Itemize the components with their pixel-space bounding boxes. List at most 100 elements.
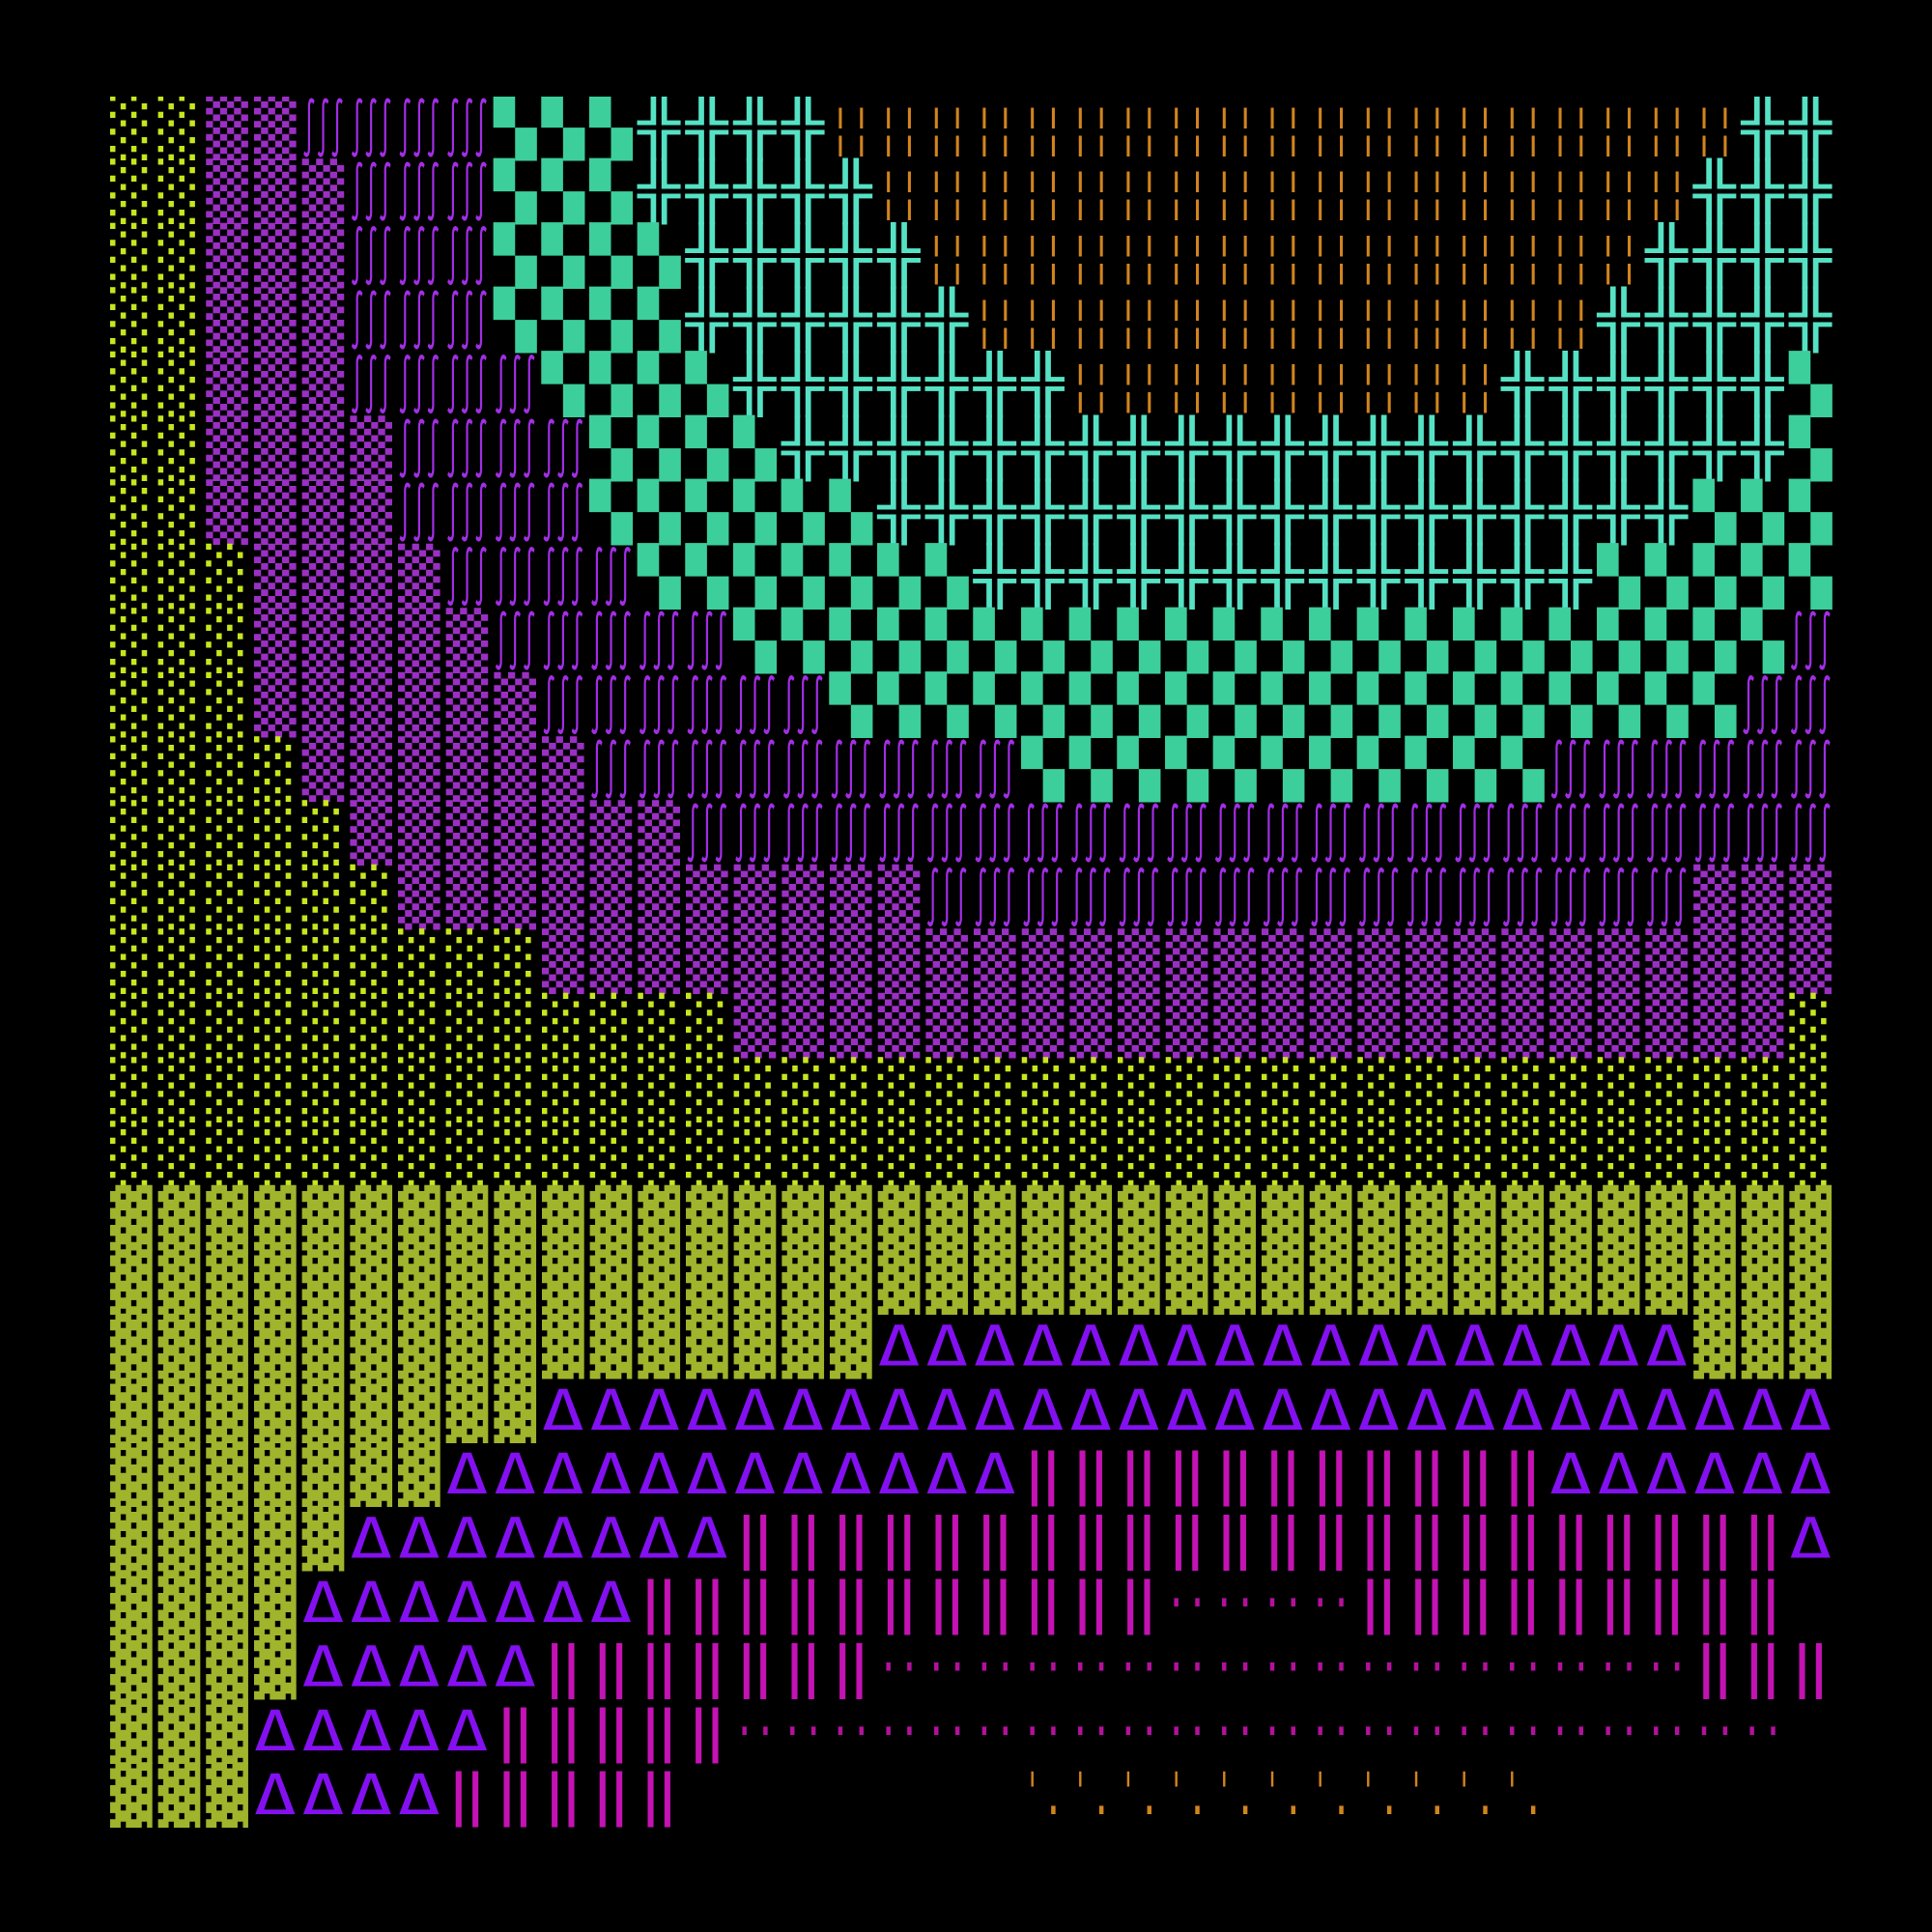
- glyph: ░: [302, 1121, 345, 1186]
- glyph: ∫∫∫: [830, 736, 872, 802]
- glyph: ∫∫∫: [1789, 671, 1832, 737]
- glyph: ▓: [830, 1249, 872, 1315]
- glyph: ▚: [588, 157, 633, 225]
- glyph: ▓: [398, 1378, 440, 1443]
- glyph: ¦¦: [1310, 95, 1352, 160]
- glyph: ‖: [1454, 1441, 1496, 1507]
- glyph: ▒: [830, 865, 872, 930]
- glyph: ▚: [1741, 478, 1785, 546]
- glyph-run: ▚ ▚ ▚ ▚ ▚ ▚: [588, 478, 873, 546]
- glyph: ▓: [254, 1634, 297, 1699]
- glyph: ¦¦: [1501, 287, 1544, 353]
- glyph: ▚: [1308, 670, 1352, 738]
- glyph: ∫∫∫: [1166, 800, 1208, 866]
- glyph: ▚: [1164, 735, 1208, 803]
- glyph: ¦¦: [1549, 223, 1592, 289]
- glyph: ╬: [685, 94, 729, 161]
- glyph-run: ╬ ╬ ╬ ╬ ╬ ╬: [685, 286, 970, 354]
- glyph: ‖: [1262, 1441, 1304, 1507]
- glyph: Δ: [1454, 1378, 1496, 1443]
- glyph: ∫∫∫: [1789, 736, 1832, 802]
- glyph: ▓: [1069, 1185, 1112, 1251]
- glyph: ▓: [254, 1249, 297, 1315]
- glyph: ··: [1262, 1570, 1304, 1635]
- glyph: ∫∫∫: [542, 608, 584, 673]
- glyph: ░: [542, 992, 584, 1058]
- glyph: ▒: [1357, 928, 1400, 994]
- glyph: ▓: [638, 1249, 680, 1315]
- glyph: ∫∫∫: [686, 736, 728, 802]
- glyph: ░: [1118, 1057, 1160, 1122]
- glyph: ‖: [1645, 1506, 1688, 1572]
- glyph: ▓: [1022, 1249, 1065, 1315]
- glyph-run: ▒ ▒ ▒ ▒ ▒ ▒ ▒ ▒ ▒ ▒ ▒: [398, 865, 921, 930]
- glyph: ╬: [1356, 543, 1401, 611]
- glyph: ╬: [1644, 222, 1689, 290]
- glyph-run: ░ ░: [110, 351, 200, 416]
- glyph: ▓: [1549, 1185, 1592, 1251]
- glyph: ∫∫∫: [734, 736, 777, 802]
- glyph-run: ▒ ▒: [206, 97, 296, 160]
- glyph: ··: [1357, 1698, 1400, 1764]
- glyph: ░: [1789, 1121, 1832, 1186]
- glyph: ╬: [1452, 478, 1496, 546]
- glyph: ╬: [732, 222, 777, 290]
- glyph: ░: [110, 736, 153, 802]
- glyph: ░: [302, 992, 345, 1058]
- glyph: ∫∫∫: [1069, 865, 1112, 930]
- glyph: ¦¦: [1022, 223, 1065, 289]
- glyph: ▚: [876, 607, 921, 674]
- glyph: ░: [110, 287, 153, 353]
- glyph: Δ: [494, 1441, 536, 1507]
- glyph: ¦¦: [1501, 95, 1544, 160]
- glyph: ░: [110, 928, 153, 994]
- glyph: ▚: [1644, 670, 1689, 738]
- glyph: ▓: [542, 1185, 584, 1251]
- glyph: ▒: [398, 671, 440, 737]
- glyph-run: ∫∫∫ ∫∫∫ ∫∫∫: [350, 287, 488, 353]
- glyph: ‖: [1069, 1441, 1112, 1507]
- glyph: ‖: [734, 1506, 777, 1572]
- glyph: Δ: [590, 1441, 633, 1507]
- glyph: ▓: [1789, 1185, 1832, 1251]
- glyph-run: ‖ ‖ ‖ ‖ ‖ ‖ ‖ ‖ ‖: [1357, 1570, 1783, 1635]
- glyph: ▓: [734, 1313, 777, 1378]
- glyph: ▚: [1405, 670, 1449, 738]
- glyph: ▓: [158, 1249, 201, 1315]
- glyph: ¦¦: [1118, 158, 1160, 224]
- glyph: ░: [158, 223, 201, 289]
- glyph: ╬: [1597, 478, 1641, 546]
- glyph: ▒: [878, 992, 921, 1058]
- glyph: ▚: [493, 222, 537, 290]
- glyph: Δ: [1310, 1378, 1352, 1443]
- glyph: ╬: [1261, 543, 1305, 611]
- glyph: Δ: [686, 1506, 728, 1572]
- glyph: ··: [1693, 1698, 1736, 1764]
- glyph: ∫∫∫: [302, 95, 345, 160]
- glyph: ▓: [1742, 1249, 1784, 1315]
- glyph: ░: [158, 865, 201, 930]
- glyph: ╬: [1164, 478, 1208, 546]
- glyph: ∫∫∫: [350, 158, 392, 224]
- glyph: ▚: [1117, 607, 1161, 674]
- glyph: ··: [1406, 1634, 1448, 1699]
- glyph: ▓: [1310, 1185, 1352, 1251]
- glyph: Δ: [1693, 1441, 1736, 1507]
- glyph: ▚: [973, 670, 1017, 738]
- glyph: ▓: [974, 1185, 1016, 1251]
- glyph: ▓: [110, 1698, 153, 1764]
- glyph: ▒: [254, 671, 297, 737]
- glyph: ▓: [446, 1185, 489, 1251]
- glyph-run: ∫∫∫ ∫∫∫ ∫∫∫ ∫∫∫ ∫∫∫ ∫∫∫ ∫∫∫ ∫∫∫ ∫∫∫: [590, 736, 1016, 802]
- glyph: ▚: [1117, 735, 1161, 803]
- glyph: ¦¦: [1166, 351, 1208, 416]
- glyph: ▒: [206, 223, 248, 289]
- glyph: ▒: [878, 865, 921, 930]
- glyph: ░: [781, 1057, 824, 1122]
- glyph: ▓: [1549, 1249, 1592, 1315]
- glyph: Δ: [398, 1762, 440, 1828]
- glyph: ▒: [398, 800, 440, 866]
- glyph: ‖: [1406, 1570, 1448, 1635]
- glyph: ∫∫∫: [542, 479, 584, 545]
